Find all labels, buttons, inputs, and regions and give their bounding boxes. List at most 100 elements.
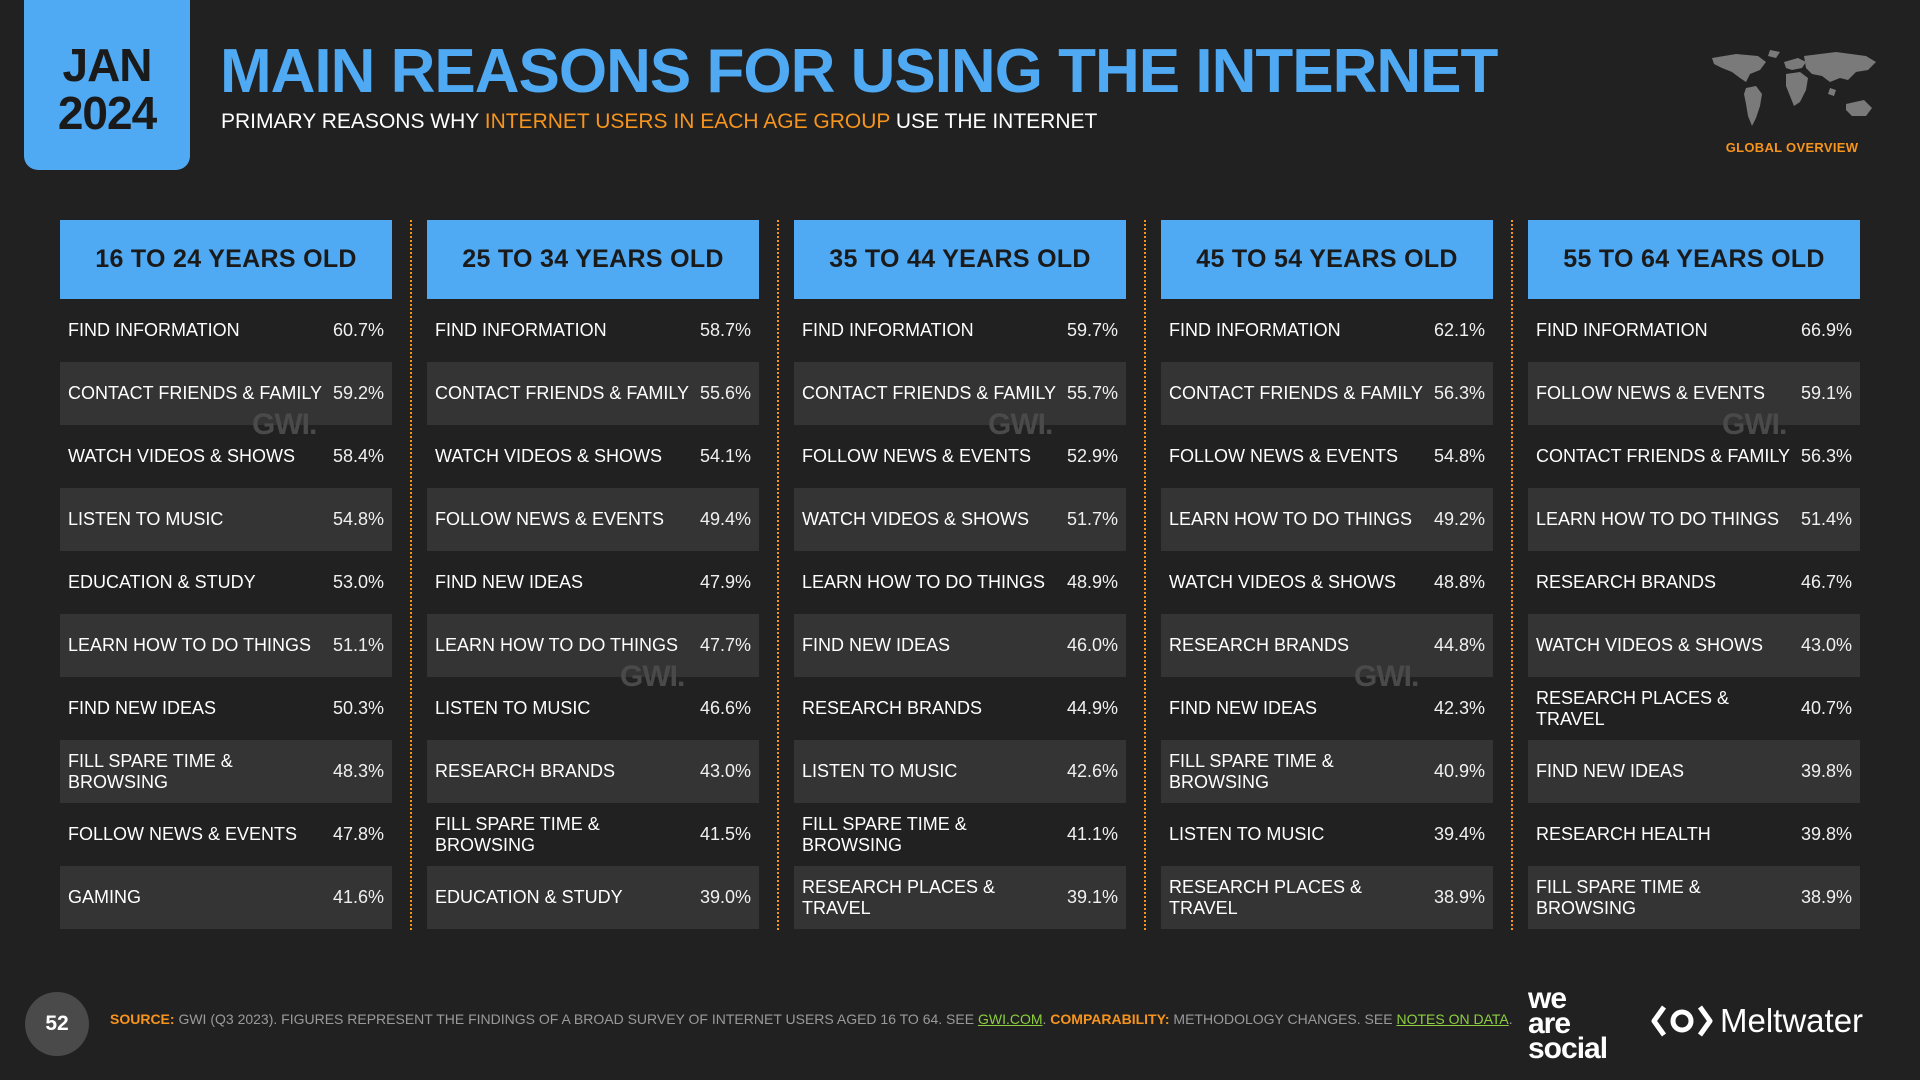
table-row: LISTEN TO MUSIC 46.6% [427, 677, 759, 740]
reason-value: 49.4% [699, 509, 751, 529]
reason-value: 49.2% [1433, 509, 1485, 529]
reason-label: WATCH VIDEOS & SHOWS [435, 446, 663, 466]
age-group-header: 16 TO 24 YEARS OLD [60, 220, 392, 299]
reason-value: 38.9% [1800, 887, 1852, 907]
reason-value: 54.8% [332, 509, 384, 529]
table-row: WATCH VIDEOS & SHOWS 54.1% [427, 425, 759, 488]
page-number: 52 [25, 992, 89, 1056]
reason-label: FOLLOW NEWS & EVENTS [1169, 446, 1399, 466]
table-row: RESEARCH BRANDS 44.8% [1161, 614, 1493, 677]
page-subtitle: PRIMARY REASONS WHY INTERNET USERS IN EA… [221, 110, 1097, 134]
subtitle-highlight: INTERNET USERS IN EACH AGE GROUP [484, 110, 891, 133]
reason-label: FIND NEW IDEAS [802, 635, 951, 655]
source-separator: . [1042, 1011, 1051, 1027]
table-row: LISTEN TO MUSIC 39.4% [1161, 803, 1493, 866]
reason-label: LISTEN TO MUSIC [1169, 824, 1325, 844]
reason-label: RESEARCH BRANDS [1536, 572, 1717, 592]
table-row: LEARN HOW TO DO THINGS 48.9% [794, 551, 1126, 614]
subtitle-post: USE THE INTERNET [890, 110, 1098, 133]
reason-label: WATCH VIDEOS & SHOWS [1169, 572, 1397, 592]
table-row: GAMING 41.6% [60, 866, 392, 929]
reason-label: CONTACT FRIENDS & FAMILY [68, 383, 323, 403]
table-row: FIND INFORMATION 62.1% [1161, 299, 1493, 362]
reason-value: 52.9% [1066, 446, 1118, 466]
gwi-watermark: GWI. [1354, 660, 1419, 693]
reason-label: RESEARCH HEALTH [1536, 824, 1711, 844]
date-year: 2024 [57, 87, 157, 139]
column-divider [1144, 220, 1146, 930]
reason-label: FIND INFORMATION [1169, 320, 1341, 340]
reason-value: 46.6% [699, 698, 751, 718]
table-row: RESEARCH PLACES & TRAVEL 38.9% [1161, 866, 1493, 929]
reason-label: LEARN HOW TO DO THINGS [435, 635, 679, 655]
table-row: WATCH VIDEOS & SHOWS 51.7% [794, 488, 1126, 551]
reason-value: 43.0% [1800, 635, 1852, 655]
age-group-header: 35 TO 44 YEARS OLD [794, 220, 1126, 299]
reason-value: 58.4% [332, 446, 384, 466]
table-row: LEARN HOW TO DO THINGS 47.7% [427, 614, 759, 677]
table-row: RESEARCH PLACES & TRAVEL 40.7% [1528, 677, 1860, 740]
table-row: FIND NEW IDEAS 50.3% [60, 677, 392, 740]
reason-value: 54.8% [1433, 446, 1485, 466]
reason-label: FILL SPARE TIME & BROWSING [802, 813, 967, 855]
reason-value: 42.6% [1066, 761, 1118, 781]
reason-label: FIND INFORMATION [1536, 320, 1708, 340]
reason-value: 47.8% [332, 824, 384, 844]
table-row: LISTEN TO MUSIC 42.6% [794, 740, 1126, 803]
table-row: FILL SPARE TIME & BROWSING 48.3% [60, 740, 392, 803]
reason-value: 58.7% [699, 320, 751, 340]
reason-value: 47.7% [699, 635, 751, 655]
reason-value: 43.0% [699, 761, 751, 781]
reason-value: 39.1% [1066, 887, 1118, 907]
reason-label: LISTEN TO MUSIC [435, 698, 591, 718]
table-row: FOLLOW NEWS & EVENTS 49.4% [427, 488, 759, 551]
reason-label: FIND INFORMATION [68, 320, 240, 340]
section-label: GLOBAL OVERVIEW [1725, 140, 1859, 155]
reason-value: 48.3% [332, 761, 384, 781]
reason-label: CONTACT FRIENDS & FAMILY [802, 383, 1057, 403]
age-group-header: 55 TO 64 YEARS OLD [1528, 220, 1860, 299]
table-row: FILL SPARE TIME & BROWSING 40.9% [1161, 740, 1493, 803]
meltwater-wordmark: Meltwater [1720, 1002, 1864, 1039]
reason-value: 39.8% [1800, 824, 1852, 844]
reason-value: 59.1% [1800, 383, 1852, 403]
reason-label: CONTACT FRIENDS & FAMILY [1169, 383, 1424, 403]
source-text: GWI (Q3 2023). FIGURES REPRESENT THE FIN… [174, 1011, 978, 1027]
reason-label: RESEARCH PLACES & TRAVEL [1536, 687, 1730, 729]
reason-label: FIND NEW IDEAS [68, 698, 217, 718]
gwi-watermark: GWI. [1722, 408, 1787, 441]
age-group-column: 45 TO 54 YEARS OLD FIND INFORMATION 62.1%… [1161, 220, 1493, 929]
table-row: RESEARCH BRANDS 44.9% [794, 677, 1126, 740]
source-link[interactable]: GWI.COM [977, 1011, 1043, 1027]
gwi-watermark: GWI. [620, 660, 685, 693]
gwi-watermark: GWI. [252, 408, 317, 441]
column-divider [777, 220, 779, 930]
table-row: CONTACT FRIENDS & FAMILY 56.3% [1528, 425, 1860, 488]
source-label: SOURCE: [110, 1011, 175, 1027]
table-row: CONTACT FRIENDS & FAMILY 55.6% [427, 362, 759, 425]
table-row: LEARN HOW TO DO THINGS 49.2% [1161, 488, 1493, 551]
reason-label: LEARN HOW TO DO THINGS [802, 572, 1046, 592]
reason-label: FILL SPARE TIME & BROWSING [435, 813, 600, 855]
table-row: FILL SPARE TIME & BROWSING 38.9% [1528, 866, 1860, 929]
reason-value: 55.7% [1066, 383, 1118, 403]
reason-label: FOLLOW NEWS & EVENTS [1536, 383, 1766, 403]
reason-value: 50.3% [332, 698, 384, 718]
reason-value: 56.3% [1433, 383, 1485, 403]
reason-label: FILL SPARE TIME & BROWSING [68, 750, 233, 792]
reason-value: 41.1% [1066, 824, 1118, 844]
reason-label: RESEARCH BRANDS [802, 698, 983, 718]
subtitle-pre: PRIMARY REASONS WHY [221, 110, 485, 133]
reason-label: FIND INFORMATION [435, 320, 607, 340]
reason-label: EDUCATION & STUDY [68, 572, 256, 592]
table-row: RESEARCH BRANDS 43.0% [427, 740, 759, 803]
notes-on-data-link[interactable]: NOTES ON DATA [1396, 1011, 1509, 1027]
gwi-watermark: GWI. [988, 408, 1053, 441]
age-group-header: 45 TO 54 YEARS OLD [1161, 220, 1493, 299]
table-row: LEARN HOW TO DO THINGS 51.4% [1528, 488, 1860, 551]
meltwater-logo: Meltwater [1650, 1002, 1863, 1040]
table-row: CONTACT FRIENDS & FAMILY 59.2% [60, 362, 392, 425]
reason-label: LISTEN TO MUSIC [68, 509, 224, 529]
we-are-social-logo: we are social [1528, 984, 1608, 1064]
reason-label: FOLLOW NEWS & EVENTS [802, 446, 1032, 466]
